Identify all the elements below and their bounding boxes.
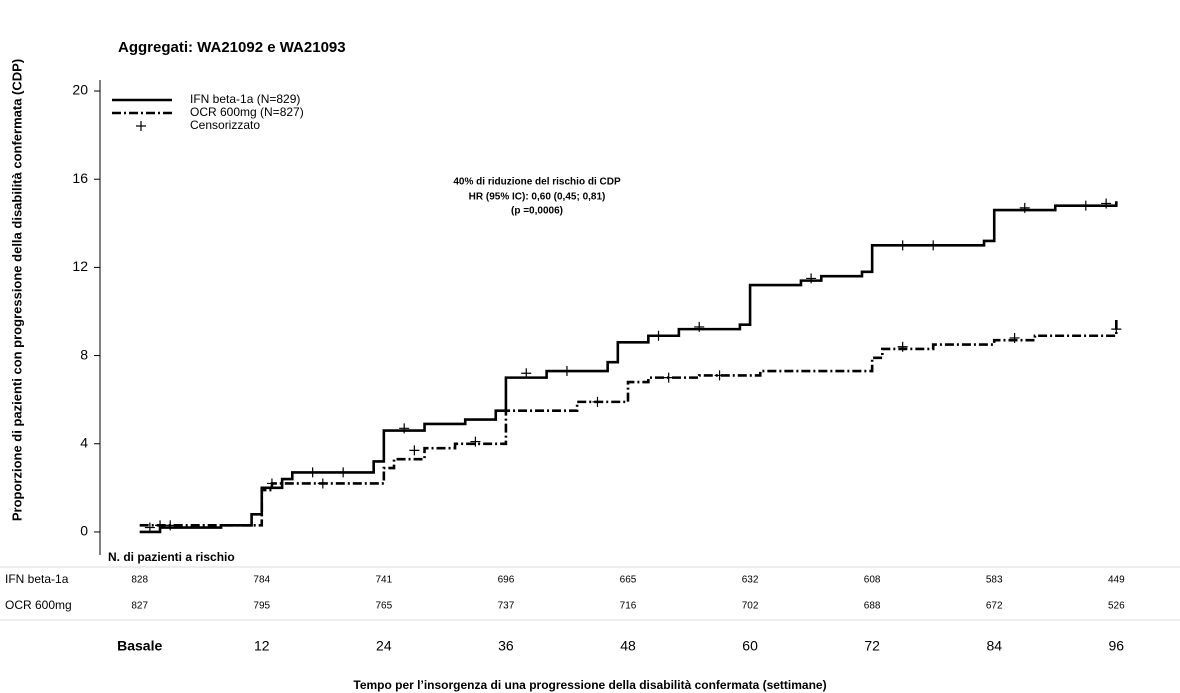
y-axis-title: Proporzione di pazienti con progressione… — [9, 59, 24, 521]
at-risk-value: 765 — [376, 601, 393, 612]
y-tick-label: 20 — [72, 82, 88, 98]
at-risk-value: 828 — [131, 575, 148, 586]
at-risk-value: 688 — [864, 601, 881, 612]
x-axis-title: Tempo per l’insorgenza di una progressio… — [353, 678, 826, 692]
at-risk-value: 608 — [864, 575, 881, 586]
censor-mark — [1019, 202, 1030, 213]
censor-mark — [470, 436, 481, 447]
annotation: (p =0,0006) — [511, 206, 563, 217]
censor-mark — [399, 423, 410, 434]
y-tick-label: 16 — [72, 170, 88, 186]
y-tick-label: 0 — [80, 523, 88, 539]
x-tick-label: 36 — [498, 638, 514, 654]
censor-mark — [338, 467, 349, 478]
censor-mark — [1080, 200, 1091, 211]
censor-mark — [266, 478, 277, 489]
at-risk-value: 737 — [498, 601, 515, 612]
censor-mark — [1111, 324, 1122, 335]
censor-mark — [165, 520, 176, 531]
censor-mark — [653, 330, 664, 341]
censor-mark — [1009, 332, 1020, 343]
x-tick-label: 96 — [1109, 638, 1125, 654]
at-risk-value: 665 — [620, 575, 637, 586]
censor-mark — [561, 366, 572, 377]
y-tick-label: 8 — [80, 346, 88, 362]
at-risk-value: 672 — [986, 601, 1003, 612]
at-risk-value: 449 — [1108, 575, 1125, 586]
censor-mark — [1101, 198, 1112, 209]
at-risk-value: 526 — [1108, 601, 1125, 612]
censor-mark — [592, 396, 603, 407]
at-risk-title: N. di pazienti a rischio — [108, 550, 235, 564]
legend-symbol — [136, 121, 146, 131]
at-risk-value: 632 — [742, 575, 759, 586]
x-tick-label: 24 — [376, 638, 392, 654]
legend-label: IFN beta-1a (N=829) — [190, 92, 300, 106]
y-tick-label: 12 — [72, 258, 88, 274]
legend-label: OCR 600mg (N=827) — [190, 105, 304, 119]
censor-mark — [897, 240, 908, 251]
censor-mark — [928, 240, 939, 251]
x-tick-label: 72 — [864, 638, 880, 654]
censor-mark — [663, 372, 674, 383]
censor-mark — [806, 273, 817, 284]
series-line — [139, 318, 1118, 527]
x-tick-label: 60 — [742, 638, 758, 654]
x-tick-label: 12 — [254, 638, 270, 654]
censor-mark — [714, 370, 725, 381]
at-risk-value: 795 — [253, 601, 270, 612]
at-risk-value: 583 — [986, 575, 1003, 586]
censor-mark — [521, 368, 532, 379]
at-risk-value: 741 — [376, 575, 393, 586]
annotation: HR (95% IC): 0,60 (0,45; 0,81) — [469, 192, 606, 203]
at-risk-value: 702 — [742, 601, 759, 612]
y-tick-label: 4 — [80, 434, 88, 450]
x-tick-label: 84 — [986, 638, 1002, 654]
censor-mark — [307, 467, 318, 478]
series-line — [139, 201, 1118, 534]
at-risk-row-label: IFN beta-1a — [5, 572, 69, 586]
at-risk-value: 716 — [620, 601, 637, 612]
x-tick-label: Basale — [117, 638, 162, 654]
legend-label: Censorizzato — [190, 118, 260, 132]
censor-mark — [317, 478, 328, 489]
censor-mark — [144, 522, 155, 533]
at-risk-row-label: OCR 600mg — [5, 598, 72, 612]
at-risk-value: 696 — [498, 575, 515, 586]
x-tick-label: 48 — [620, 638, 636, 654]
at-risk-value: 784 — [253, 575, 270, 586]
at-risk-value: 827 — [131, 601, 148, 612]
censor-mark — [694, 321, 705, 332]
chart-title: Aggregati: WA21092 e WA21093 — [118, 39, 346, 56]
annotation: 40% di riduzione del rischio di CDP — [453, 177, 621, 188]
censor-mark — [409, 445, 420, 456]
censor-mark — [897, 341, 908, 352]
censor-mark — [155, 520, 166, 531]
